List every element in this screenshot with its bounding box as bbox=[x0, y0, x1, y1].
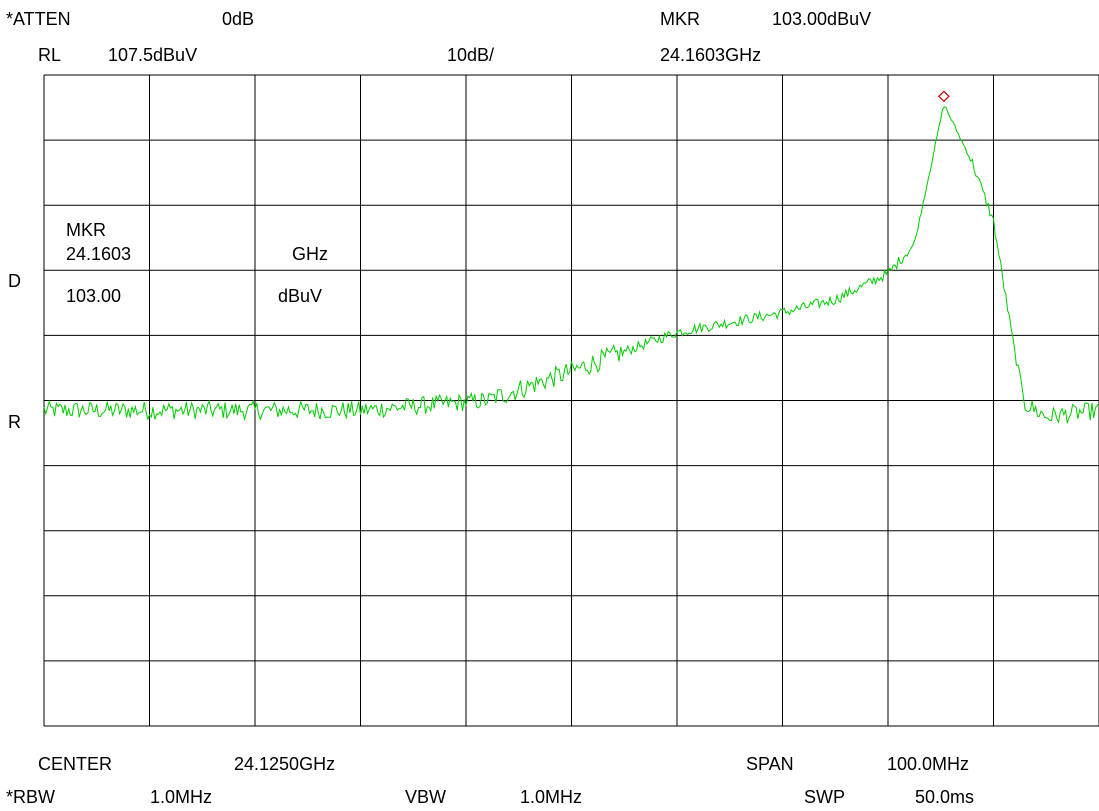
spectrum-trace bbox=[43, 106, 1099, 424]
marker-readout-label: MKR bbox=[66, 220, 106, 240]
rbw-value: 1.0MHz bbox=[150, 787, 213, 807]
rbw-label: *RBW bbox=[6, 787, 55, 807]
rl-label: RL bbox=[38, 45, 62, 65]
span-label: SPAN bbox=[746, 754, 794, 774]
vbw-value: 1.0MHz bbox=[520, 787, 583, 807]
swp-label: SWP bbox=[804, 787, 846, 807]
r-label: R bbox=[8, 412, 21, 432]
marker-readout-amp-unit: dBuV bbox=[278, 286, 323, 306]
rl-value: 107.5dBuV bbox=[108, 45, 198, 65]
center-label: CENTER bbox=[38, 754, 113, 774]
vbw-label: VBW bbox=[405, 787, 447, 807]
mkr-label: MKR bbox=[660, 9, 700, 29]
marker-readout-freq-unit: GHz bbox=[292, 244, 328, 264]
marker-diamond bbox=[938, 90, 950, 103]
marker-readout-amp: 103.00 bbox=[66, 286, 122, 306]
atten-value: 0dB bbox=[222, 9, 255, 29]
mkr-value: 103.00dBuV bbox=[772, 9, 872, 29]
d-label: D bbox=[8, 271, 21, 291]
span-value: 100.0MHz bbox=[887, 754, 970, 774]
swp-value: 50.0ms bbox=[915, 787, 975, 807]
mkr-frequency: 24.1603GHz bbox=[660, 45, 762, 65]
atten-label: *ATTEN bbox=[6, 9, 71, 29]
scale-per-div: 10dB/ bbox=[447, 45, 495, 65]
marker-readout-freq: 24.1603 bbox=[66, 244, 132, 264]
center-value: 24.1250GHz bbox=[234, 754, 336, 774]
graticule bbox=[43, 74, 1099, 727]
